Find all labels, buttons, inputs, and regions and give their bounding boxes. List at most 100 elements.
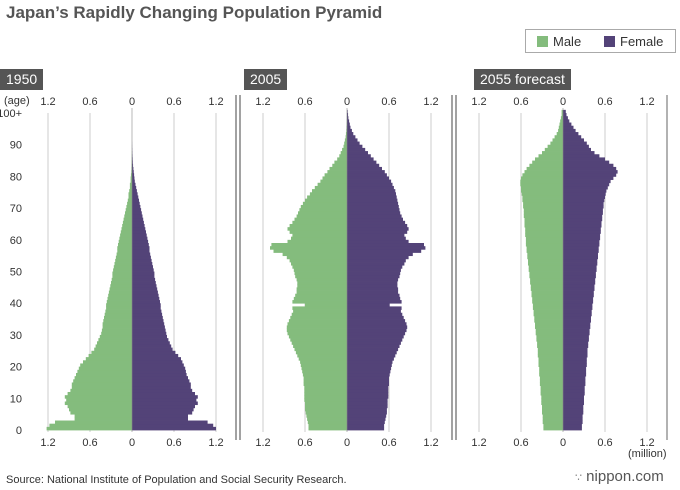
male-bar [542, 404, 563, 409]
female-bar [132, 369, 186, 374]
female-bar [132, 265, 153, 269]
female-bar [347, 423, 385, 428]
female-bar [132, 223, 145, 228]
male-bar [532, 300, 563, 304]
value-tick-label-top: 1.2 [208, 96, 223, 108]
male-bar [130, 173, 132, 177]
brand-mark: ∵ [575, 472, 582, 484]
female-bar [132, 262, 153, 266]
female-bar [347, 189, 396, 193]
male-bar [101, 331, 132, 336]
female-bar [347, 281, 398, 285]
male-bar [303, 376, 347, 380]
female-bar [347, 252, 413, 257]
male-bar [558, 128, 563, 133]
panel-title-2005: 2005 [244, 69, 288, 90]
chart-title: Japan’s Rapidly Changing Population Pyra… [6, 3, 383, 22]
male-bar [289, 230, 347, 234]
female-bar [347, 338, 403, 342]
female-bar [563, 287, 595, 291]
male-bar [69, 407, 132, 412]
female-bar [132, 277, 156, 282]
female-bar [347, 372, 390, 377]
female-bar [132, 379, 190, 383]
male-bar [295, 293, 347, 298]
male-bar [282, 252, 347, 257]
female-bar [563, 423, 582, 428]
female-bar [132, 204, 141, 209]
male-bar [526, 249, 563, 253]
male-bar [55, 420, 132, 425]
female-bar [347, 262, 405, 266]
male-bar [88, 353, 132, 358]
male-bar [104, 312, 132, 317]
female-bar [347, 379, 389, 383]
male-bar [556, 132, 563, 136]
female-bar [132, 303, 161, 307]
female-bar [563, 344, 589, 348]
female-bar [563, 379, 586, 383]
male-bar [542, 414, 563, 418]
male-bar [290, 315, 347, 320]
female-bar [563, 290, 594, 295]
female-bar [132, 217, 144, 222]
age-tick-label: 30 [10, 330, 22, 342]
male-bar [76, 372, 132, 377]
male-bar [524, 220, 563, 225]
female-bar [132, 306, 161, 310]
male-bar [530, 287, 563, 291]
male-bar [121, 227, 132, 231]
male-bar [303, 379, 347, 383]
male-bar [97, 341, 132, 345]
male-bar [67, 404, 132, 409]
male-bar [531, 293, 563, 298]
male-bar [297, 284, 347, 288]
male-bar [543, 426, 563, 431]
female-bar [132, 198, 139, 203]
female-bar [347, 350, 397, 355]
male-bar [537, 353, 563, 358]
male-bar [544, 147, 563, 152]
legend-label-female: Female [620, 34, 664, 49]
male-bar [528, 262, 563, 266]
male-bar [527, 252, 563, 257]
female-bar [347, 173, 387, 177]
female-bar [563, 407, 584, 412]
male-bar [542, 407, 563, 412]
male-bar [295, 274, 347, 279]
female-bar [563, 220, 602, 225]
male-bar [293, 344, 347, 348]
male-bar [302, 369, 347, 374]
female-bar [347, 192, 396, 196]
female-bar [563, 208, 603, 212]
male-bar [337, 157, 347, 161]
female-bar [132, 382, 191, 387]
male-bar [293, 309, 347, 314]
female-bar [132, 220, 144, 225]
female-bar [563, 189, 607, 193]
female-bar [563, 334, 589, 339]
male-bar [529, 163, 563, 168]
female-bar [563, 338, 589, 342]
age-tick-label: 70 [10, 203, 22, 215]
female-bar [563, 325, 591, 329]
female-bar [563, 204, 604, 209]
female-bar [563, 385, 585, 390]
female-bar [563, 341, 589, 345]
female-bar [347, 246, 426, 250]
male-bar [111, 281, 132, 285]
male-bar [64, 401, 132, 406]
male-bar [542, 417, 563, 421]
female-bar [347, 395, 389, 399]
male-bar [547, 144, 563, 149]
male-bar [522, 198, 563, 203]
value-tick-label-bottom: 0.6 [166, 437, 181, 449]
male-bar [128, 195, 132, 199]
male-bar [270, 246, 347, 250]
male-bar [291, 262, 347, 266]
male-bar [74, 417, 132, 421]
female-bar [347, 271, 401, 276]
female-bar [347, 344, 400, 348]
male-bar [111, 277, 132, 282]
male-bar [307, 195, 347, 199]
